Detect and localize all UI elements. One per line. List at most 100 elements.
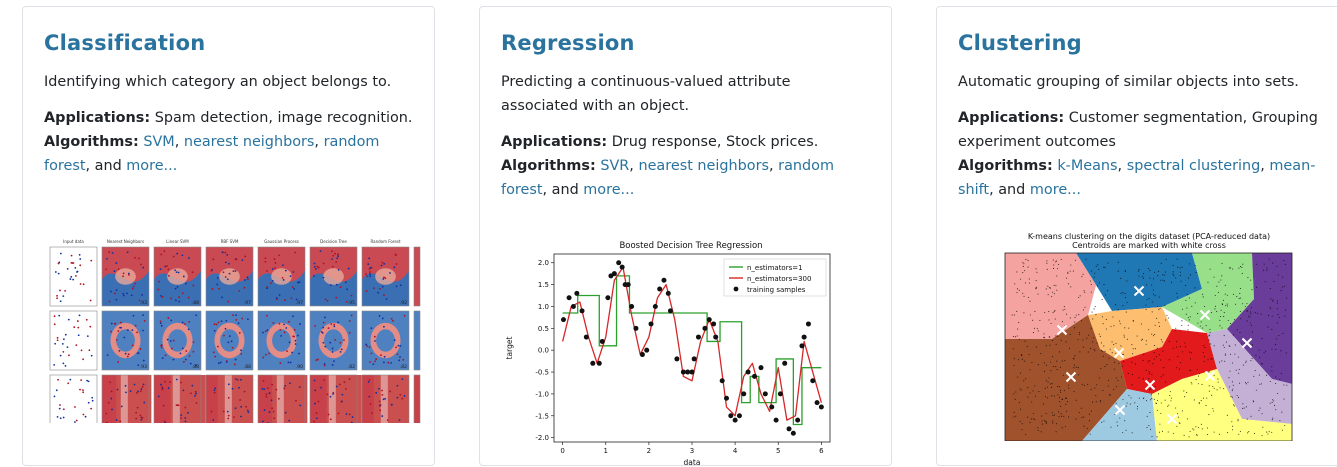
training-sample-point [752, 374, 757, 379]
link-nearest-neighbors[interactable]: nearest neighbors [638, 158, 769, 174]
card-details: Applications: Drug response, Stock price… [501, 130, 871, 202]
column-title: Decision Tree [320, 239, 347, 244]
score-label: .88 [192, 300, 199, 306]
training-sample-point [644, 348, 649, 353]
training-sample-point [810, 378, 815, 383]
and-text: and [95, 158, 122, 174]
and-text: and [998, 182, 1025, 198]
classifier-panel: .95 [310, 247, 357, 306]
training-sample-point [769, 405, 774, 410]
classifier-panel: .90 [362, 375, 409, 423]
training-sample-point [733, 418, 738, 423]
classifier-panel [50, 375, 97, 423]
card-clustering: Clustering Automatic grouping of similar… [936, 6, 1337, 466]
training-sample-point [620, 265, 625, 270]
kmeans-cluster-figure[interactable]: K-means clustering on the digits dataset… [992, 229, 1302, 441]
score-label: .90 [296, 364, 303, 370]
score-label: .93 [140, 364, 147, 370]
x-tick-label: 0 [560, 447, 564, 455]
y-tick-label: 1.5 [538, 281, 549, 289]
training-sample-point [802, 335, 807, 340]
link-more[interactable]: more... [583, 182, 634, 198]
training-sample-point [795, 418, 800, 423]
link-svr[interactable]: SVR [600, 158, 629, 174]
figure-title: K-means clustering on the digits dataset… [1028, 232, 1270, 241]
link-nearest-neighbors[interactable]: nearest neighbors [184, 134, 315, 150]
x-tick-label: 4 [733, 447, 738, 455]
training-sample-point [674, 356, 679, 361]
training-sample-point [629, 304, 634, 309]
training-sample-point [567, 295, 572, 300]
score-label: .95 [348, 300, 355, 306]
training-sample-point [815, 400, 820, 405]
classifier-panel [50, 311, 97, 370]
training-sample-point [612, 271, 617, 276]
classifier-panel: .95 [310, 375, 362, 423]
classifier-panel: .88 [206, 311, 253, 370]
training-sample-point [600, 339, 605, 344]
card-details: Applications: Customer segmentation, Gro… [958, 106, 1328, 202]
training-sample-point [759, 365, 764, 370]
y-tick-label: -0.5 [535, 369, 549, 377]
classifier-panel: .88 [154, 311, 201, 370]
classifier-panel: .92 [362, 247, 409, 306]
link-more[interactable]: more... [1030, 182, 1081, 198]
score-label: .82 [400, 364, 407, 370]
card-description: Automatic grouping of similar objects in… [958, 70, 1328, 94]
y-tick-label: 0.0 [538, 347, 549, 355]
figure-subtitle: Centroids are marked with white cross [1072, 241, 1226, 250]
training-sample-point [806, 321, 811, 326]
training-sample-point [692, 356, 697, 361]
y-tick-label: 2.0 [538, 259, 549, 267]
column-title: RBF SVM [221, 239, 239, 244]
classifier-panel: .93 [102, 247, 149, 306]
training-sample-point [737, 413, 742, 418]
training-sample-point [696, 335, 701, 340]
training-sample-point [574, 291, 579, 296]
card-classification: Classification Identifying which categor… [22, 6, 435, 466]
x-tick-label: 5 [776, 447, 780, 455]
link-k-means[interactable]: k-Means [1057, 158, 1117, 174]
y-tick-label: -1.0 [535, 390, 549, 398]
training-sample-point [649, 321, 654, 326]
score-label: .92 [400, 300, 407, 306]
x-tick-label: 3 [690, 447, 694, 455]
training-sample-point [597, 361, 602, 366]
applications-label: Applications: [958, 110, 1064, 126]
training-sample-point [791, 431, 796, 436]
training-sample-point [685, 370, 690, 375]
regression-chart[interactable]: Boosted Decision Tree Regression 0 1 2 3 4 5 6… [498, 237, 848, 467]
card-regression: Regression Predicting a continuous-value… [479, 6, 892, 466]
training-sample-point [707, 317, 712, 322]
classifier-panel [50, 247, 97, 306]
applications-text: Spam detection, image recognition. [155, 110, 413, 126]
x-tick-label: 2 [647, 447, 651, 455]
chart-title: Boosted Decision Tree Regression [619, 241, 762, 251]
y-tick-label: 1.0 [538, 303, 549, 311]
classifier-panel: .82 [310, 311, 357, 370]
card-title: Clustering [958, 29, 1328, 57]
training-sample-point [666, 291, 671, 296]
legend-entry: n_estimators=1 [747, 264, 803, 272]
x-tick-label: 6 [819, 447, 824, 455]
link-svm[interactable]: SVM [143, 134, 174, 150]
score-label: .97 [296, 300, 303, 306]
x-tick-label: 1 [604, 447, 608, 455]
score-label: .82 [348, 364, 355, 370]
training-sample-point [681, 370, 686, 375]
classifier-panel: .82 [362, 311, 409, 370]
column-title: Input data [63, 239, 84, 244]
card-title: Classification [44, 29, 414, 57]
score-label: .97 [244, 300, 251, 306]
training-sample-point [580, 308, 585, 313]
link-more[interactable]: more... [126, 158, 177, 174]
training-sample-point [720, 378, 725, 383]
score-label: .88 [244, 364, 251, 370]
algorithms-label: Algorithms: [958, 158, 1053, 174]
training-sample-point [590, 361, 595, 366]
classifier-panel [414, 247, 420, 306]
link-spectral-clustering[interactable]: spectral clustering [1127, 158, 1261, 174]
score-label: .88 [192, 364, 199, 370]
classifier-panel: .95 [206, 375, 253, 423]
